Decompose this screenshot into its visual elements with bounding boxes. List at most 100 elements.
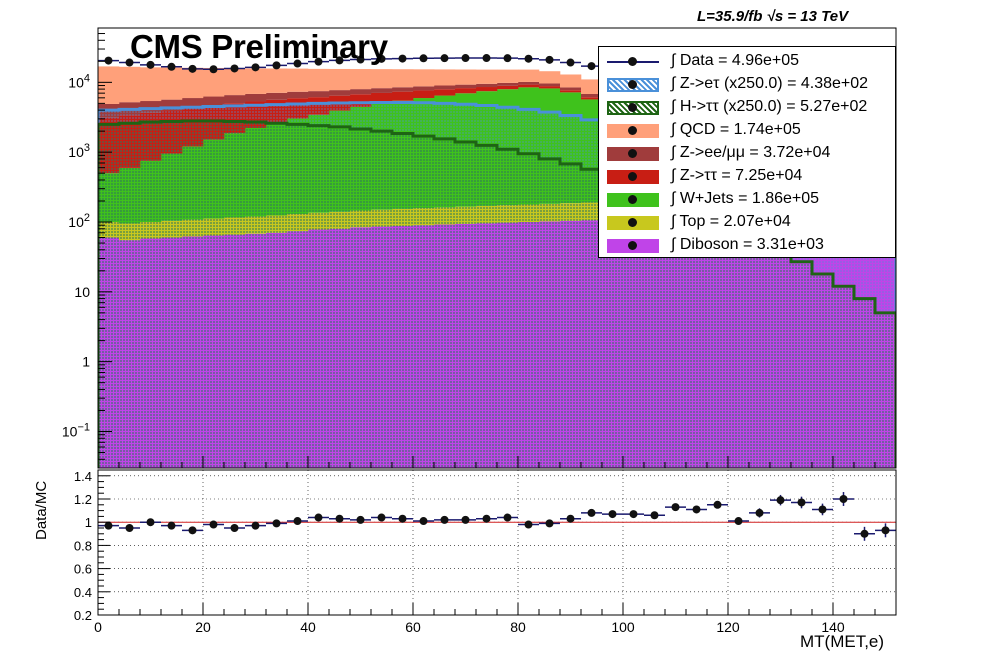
stack-bar xyxy=(266,68,288,93)
signal-bar xyxy=(644,188,665,468)
stack-bar xyxy=(455,69,477,85)
stack-bar xyxy=(497,85,519,90)
stack-bar xyxy=(413,86,435,91)
legend-marker xyxy=(628,103,637,112)
ratio-point xyxy=(188,526,197,535)
legend-marker xyxy=(628,149,637,158)
ratio-point xyxy=(104,521,113,530)
signal-bar xyxy=(560,163,581,468)
stack-bar xyxy=(434,69,456,86)
stack-bar xyxy=(308,91,330,98)
ratio-point xyxy=(818,505,827,514)
stack-bar xyxy=(308,68,330,92)
stack-bar xyxy=(497,69,519,83)
stack-bar xyxy=(329,68,351,91)
stack-bar xyxy=(497,82,519,86)
stack-bar xyxy=(350,89,372,95)
stack-bar xyxy=(224,95,246,104)
legend-entry: ∫ H->ττ (x250.0) = 5.27e+02 xyxy=(599,95,895,118)
signal-bar xyxy=(539,158,560,468)
signal-bar xyxy=(497,149,518,468)
ratio-point xyxy=(860,529,869,538)
legend-label: ∫ QCD = 1.74e+05 xyxy=(671,121,801,138)
data-point xyxy=(188,64,197,73)
legend-label: ∫ Diboson = 3.31e+03 xyxy=(671,236,824,253)
stack-bar xyxy=(182,67,204,99)
legend-marker xyxy=(628,57,637,66)
ratio-point xyxy=(713,500,722,509)
legend-marker xyxy=(628,126,637,135)
signal-bar xyxy=(686,205,707,468)
data-point xyxy=(419,54,428,63)
signal-bar xyxy=(350,128,371,468)
ratio-point xyxy=(881,526,890,535)
stack-bar xyxy=(203,67,225,97)
stack-bar xyxy=(392,91,414,101)
ratio-point xyxy=(524,520,533,529)
stack-bar xyxy=(455,84,477,89)
data-point xyxy=(398,54,407,63)
data-point xyxy=(125,58,134,67)
luminosity-label: L=35.9/fb √s = 13 TeV xyxy=(697,8,849,25)
data-point xyxy=(356,55,365,64)
stack-bar xyxy=(161,67,183,100)
ratio-point xyxy=(545,519,554,528)
signal-bar xyxy=(392,133,413,468)
stack-bar xyxy=(371,69,393,89)
signal-bar xyxy=(413,136,434,468)
legend-marker xyxy=(628,218,637,227)
signal-bar xyxy=(455,141,476,468)
data-point xyxy=(524,54,533,63)
x-tick-label: 20 xyxy=(195,619,211,635)
data-point xyxy=(146,60,155,69)
stack-bar xyxy=(182,98,204,108)
stack-bar xyxy=(245,93,267,102)
ratio-point xyxy=(671,503,680,512)
signal-bar xyxy=(707,216,728,468)
ratio-point xyxy=(146,518,155,527)
signal-bar xyxy=(791,261,812,468)
signal-bar xyxy=(203,120,224,468)
stack-bar xyxy=(371,92,393,104)
ratio-point xyxy=(503,513,512,522)
ratio-point xyxy=(125,524,134,532)
legend-label: ∫ W+Jets = 1.86e+05 xyxy=(671,190,820,207)
stack-bar xyxy=(560,90,582,93)
signal-bar xyxy=(119,123,140,468)
signal-bar xyxy=(581,169,602,468)
stack-bar xyxy=(140,67,162,102)
stack-bar xyxy=(413,90,435,99)
ratio-background xyxy=(98,470,896,615)
legend-label: ∫ H->ττ (x250.0) = 5.27e+02 xyxy=(671,98,868,115)
legend-entry: ∫ Z->ee/μμ = 3.72e+04 xyxy=(599,141,895,164)
ratio-point xyxy=(587,508,596,517)
legend-label: ∫ Z->ee/μμ = 3.72e+04 xyxy=(671,144,831,161)
y-tick-label: 103 xyxy=(68,142,90,160)
y-tick-label: 104 xyxy=(68,72,90,90)
stack-bar xyxy=(434,85,456,90)
legend-entry: ∫ Z->ττ = 7.25e+04 xyxy=(599,164,895,187)
ratio-point xyxy=(734,517,743,526)
ratio-point xyxy=(440,515,449,524)
ratio-point xyxy=(839,495,848,503)
stack-bar xyxy=(329,90,351,96)
main-y-ticks: 10−1 1 10 102 103 104 xyxy=(62,27,112,469)
legend: ∫ Data = 4.96e+05 ∫ Z->eτ (x250.0) = 4.38… xyxy=(598,46,896,258)
ratio-point xyxy=(314,513,323,522)
stack-bar xyxy=(539,86,561,89)
data-point xyxy=(293,59,302,68)
ratio-point xyxy=(398,514,407,523)
signal-bar xyxy=(476,145,497,468)
ratio-y-tick-label: 0.2 xyxy=(74,608,92,623)
stack-bar xyxy=(392,87,414,92)
ratio-point xyxy=(755,508,764,517)
ratio-y-axis-title: Data/MC xyxy=(33,480,50,540)
signal-bar xyxy=(308,125,329,468)
data-point xyxy=(545,55,554,64)
stack-bar xyxy=(287,91,309,99)
ratio-y-tick-label: 1 xyxy=(85,515,92,530)
x-tick-label: 0 xyxy=(94,619,102,635)
ratio-point xyxy=(209,520,218,529)
data-point xyxy=(461,54,470,63)
legend-label: ∫ Top = 2.07e+04 xyxy=(671,213,791,230)
